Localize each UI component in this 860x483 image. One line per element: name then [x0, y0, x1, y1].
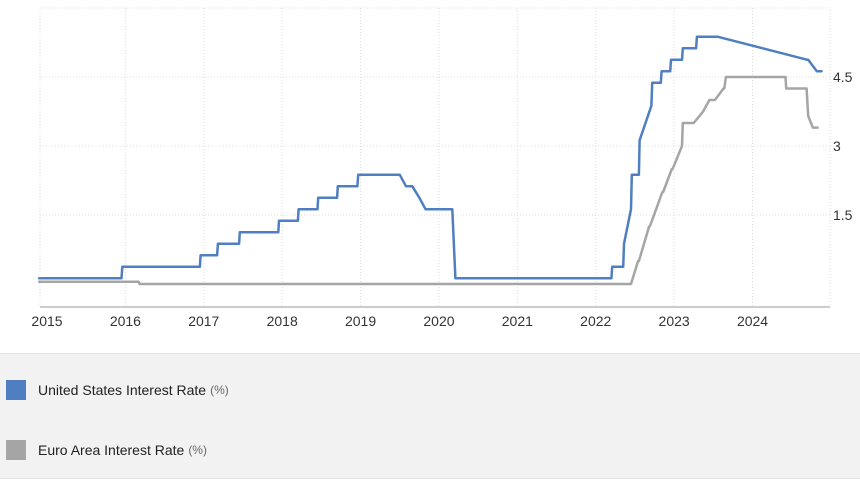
us-interest-rate-line: [37, 35, 823, 280]
x-tick-label: 2021: [502, 313, 533, 329]
x-tick-label: 2015: [31, 313, 62, 329]
legend-item-us[interactable]: United States Interest Rate (%): [6, 380, 229, 400]
legend-label-euro: Euro Area Interest Rate: [38, 442, 185, 458]
y-tick-label: 1.5: [833, 207, 853, 223]
legend-label-us: United States Interest Rate: [38, 382, 207, 398]
x-tick-label: 2023: [659, 313, 690, 329]
legend-swatch-euro: [6, 440, 26, 460]
line-chart: 2015 2016 2017 2018 2019 2020 2021 2022 2023 2024…: [31, 7, 853, 329]
legend-unit-us: (%): [210, 383, 229, 397]
y-tick-label: 3: [833, 138, 841, 154]
x-tick-label: 2017: [188, 313, 219, 329]
x-tick-label: 2019: [345, 313, 376, 329]
legend-item-euro[interactable]: Euro Area Interest Rate (%): [6, 440, 207, 460]
x-tick-label: 2022: [580, 313, 611, 329]
chart-area: 2015 2016 2017 2018 2019 2020 2021 2022 2023 2024…: [31, 7, 853, 329]
legend: United States Interest Rate (%) Euro Are…: [0, 353, 860, 479]
x-tick-label: 2020: [423, 313, 454, 329]
x-tick-label: 2016: [110, 313, 141, 329]
legend-unit-euro: (%): [188, 443, 207, 457]
y-tick-label: 4.5: [833, 69, 853, 85]
x-tick-label: 2018: [267, 313, 298, 329]
euro-interest-rate-line: [37, 75, 819, 286]
plot-frame: [39, 7, 831, 308]
x-tick-label: 2024: [737, 313, 768, 329]
legend-swatch-us: [6, 380, 26, 400]
